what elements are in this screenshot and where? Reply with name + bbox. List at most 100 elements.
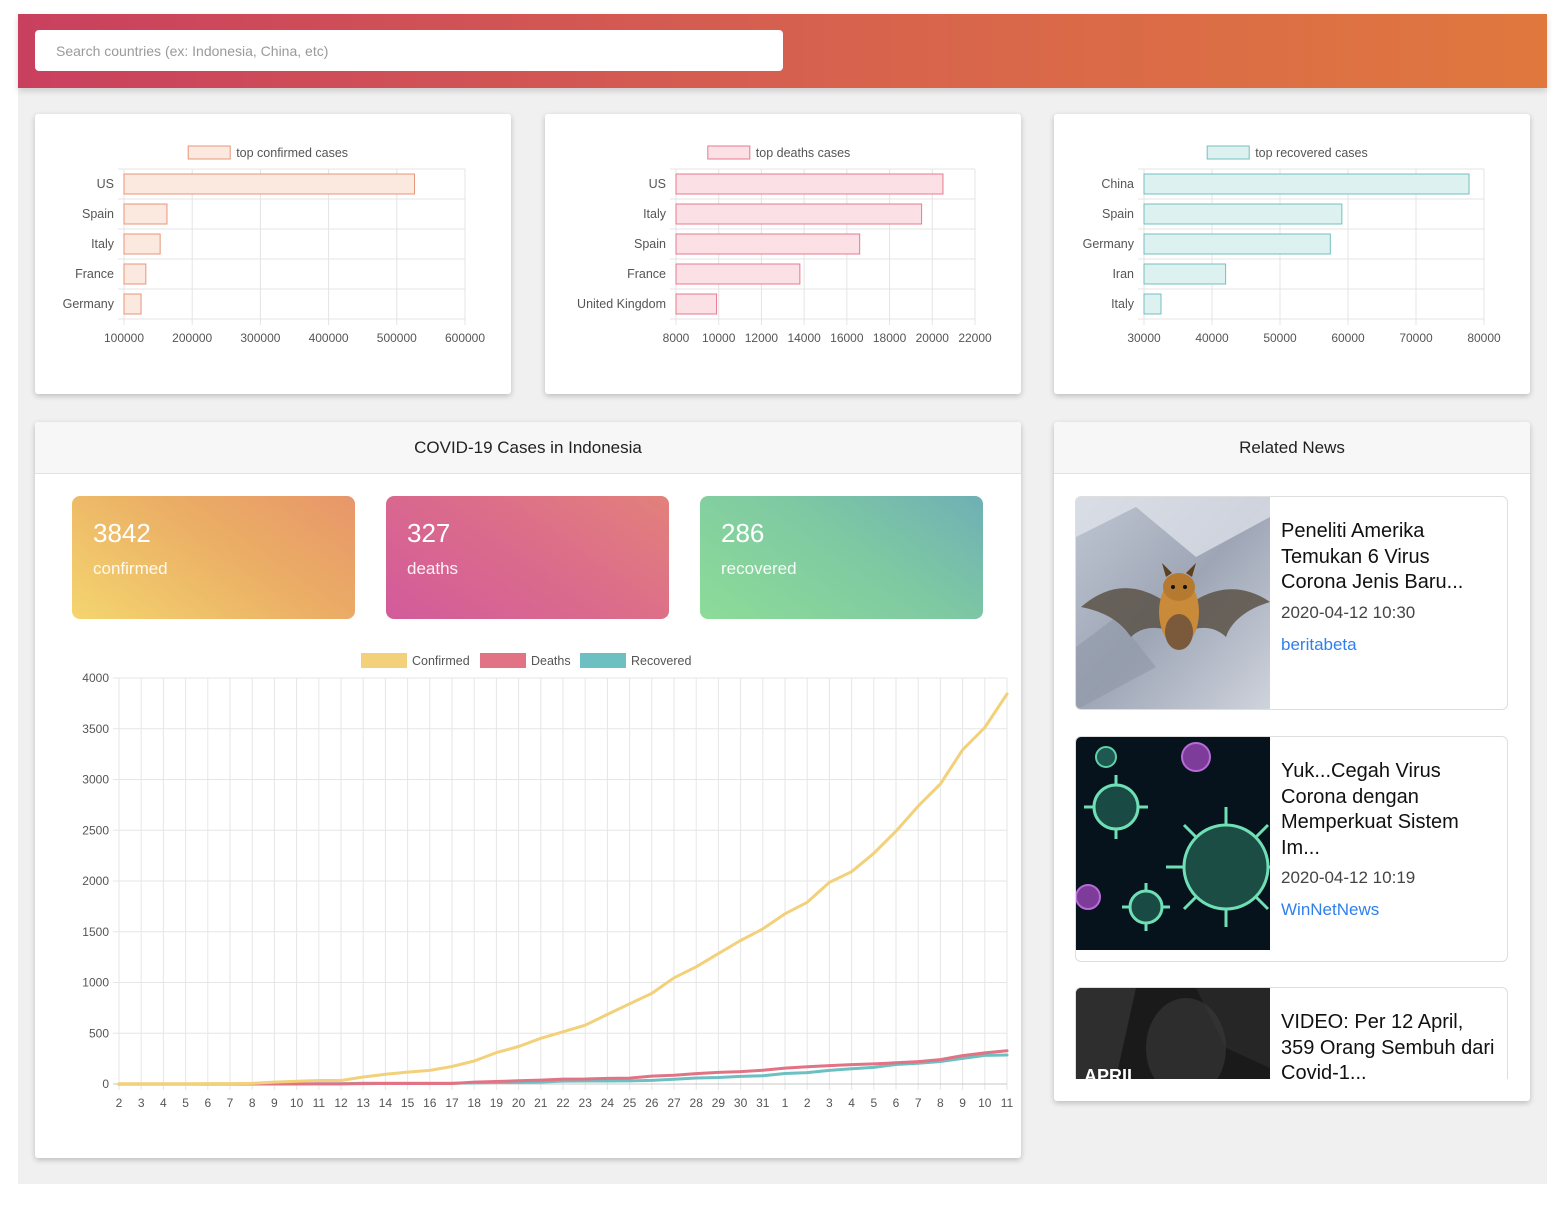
x-tick-label: 12: [334, 1096, 348, 1110]
x-tick-label: 18000: [873, 331, 907, 345]
bar: [675, 293, 718, 315]
news-item[interactable]: Yuk...Cegah Virus Corona dengan Memperku…: [1075, 736, 1508, 962]
x-tick-label: 3: [138, 1096, 145, 1110]
bar: [1143, 203, 1343, 225]
category-label: Germany: [1083, 237, 1135, 251]
legend-swatch: [187, 145, 231, 160]
search-input[interactable]: [35, 30, 783, 71]
x-tick-label: 29: [712, 1096, 726, 1110]
news-item[interactable]: Peneliti Amerika Temukan 6 Virus Corona …: [1075, 496, 1508, 710]
deaths-stat-card: 327 deaths: [386, 496, 669, 619]
x-tick-label: 40000: [1195, 331, 1229, 345]
x-tick-label: 16000: [830, 331, 864, 345]
app-background: top confirmed cases100000200000300000400…: [18, 14, 1547, 1184]
bar: [123, 293, 142, 315]
category-label: Spain: [1102, 207, 1134, 221]
news-source-link[interactable]: beritabeta: [1281, 635, 1357, 654]
legend-swatch: [361, 653, 407, 668]
legend-label: top deaths cases: [756, 146, 851, 160]
top-recovered-chart-card: top recovered cases 30000 40000 50000 60000 7…: [1054, 114, 1530, 394]
y-tick-label: 1000: [82, 976, 109, 990]
category-label: China: [1101, 177, 1134, 191]
recovered-label: recovered: [721, 559, 797, 578]
category-label: US: [649, 177, 666, 191]
x-tick-label: 3: [826, 1096, 833, 1110]
news-item[interactable]: APRIL VIDEO: Per 12 April, 359 Orang Sem…: [1075, 987, 1508, 1079]
y-tick-label: 2500: [82, 823, 109, 837]
x-tick-label: 2: [804, 1096, 811, 1110]
x-tick-label: 15: [401, 1096, 415, 1110]
y-tick-label: 2000: [82, 874, 109, 888]
top-recovered-bar-chart: top recovered cases 30000 40000 50000 60000 7…: [1083, 145, 1501, 345]
series-line-confirmed: [117, 692, 1009, 1086]
x-tick-label: 80000: [1467, 331, 1501, 345]
x-tick-label: 20: [512, 1096, 526, 1110]
x-tick-label: 24: [601, 1096, 615, 1110]
x-tick-label: 14000: [787, 331, 821, 345]
x-tick-label: 4: [160, 1096, 167, 1110]
legend-swatch: [480, 653, 526, 668]
x-tick-label: 5: [870, 1096, 877, 1110]
news-title[interactable]: VIDEO: Per 12 April, 359 Orang Sembuh da…: [1281, 1011, 1495, 1079]
x-tick-label: 60000: [1331, 331, 1365, 345]
x-tick-label: 70000: [1399, 331, 1433, 345]
category-label: Italy: [1111, 297, 1135, 311]
x-tick-label: 500000: [377, 331, 417, 345]
category-label: Spain: [82, 207, 114, 221]
x-tick-label: 11: [1001, 1096, 1014, 1110]
x-tick-label: 11: [313, 1096, 326, 1110]
x-tick-label: 1: [782, 1096, 789, 1110]
video-still: APRIL: [1076, 988, 1270, 1079]
news-title[interactable]: Yuk...Cegah Virus Corona dengan Memperku…: [1281, 760, 1459, 859]
virus-illustration: [1076, 737, 1270, 950]
x-tick-label: 100000: [104, 331, 144, 345]
related-news-title: Related News: [1054, 422, 1530, 474]
legend-label: Deaths: [531, 654, 571, 668]
bar: [1143, 173, 1470, 195]
legend-swatch: [1206, 145, 1250, 160]
news-title[interactable]: Peneliti Amerika Temukan 6 Virus Corona …: [1281, 520, 1464, 593]
x-tick-label: 13: [357, 1096, 371, 1110]
x-tick-label: 10: [978, 1096, 992, 1110]
bar: [123, 203, 168, 225]
x-tick-label: 12000: [745, 331, 779, 345]
bar: [1143, 293, 1162, 315]
x-tick-label: 6: [893, 1096, 900, 1110]
y-tick-label: 500: [89, 1026, 109, 1040]
x-tick-label: 18: [468, 1096, 482, 1110]
x-tick-label: 21: [534, 1096, 548, 1110]
bar: [123, 233, 161, 255]
bar: [1143, 263, 1227, 285]
x-tick-label: 14: [379, 1096, 393, 1110]
confirmed-stat-card: 3842 confirmed: [72, 496, 355, 619]
x-tick-label: 25: [623, 1096, 637, 1110]
x-tick-label: 8000: [663, 331, 690, 345]
category-label: United Kingdom: [577, 297, 666, 311]
x-tick-label: 50000: [1263, 331, 1297, 345]
bar: [675, 173, 944, 195]
news-date: 2020-04-12 10:30: [1281, 603, 1416, 622]
related-news-card: Related News: [1054, 422, 1530, 1101]
legend-swatch: [707, 145, 751, 160]
bar: [123, 263, 147, 285]
category-label: France: [627, 267, 666, 281]
x-tick-label: 2: [116, 1096, 123, 1110]
y-tick-label: 3000: [82, 773, 109, 787]
bar: [1143, 233, 1331, 255]
x-tick-label: 4: [848, 1096, 855, 1110]
x-tick-label: 31: [756, 1096, 770, 1110]
category-label: Italy: [91, 237, 115, 251]
top-deaths-chart-card: top deaths cases 8000 10000 12000 14000 16000…: [545, 114, 1021, 394]
y-tick-label: 1500: [82, 925, 109, 939]
x-tick-label: 6: [204, 1096, 211, 1110]
video-still-text: APRIL: [1084, 1066, 1138, 1079]
news-source-link[interactable]: WinNetNews: [1281, 900, 1380, 919]
legend-label: Confirmed: [412, 654, 470, 668]
x-tick-label: 9: [959, 1096, 966, 1110]
x-tick-label: 10000: [702, 331, 736, 345]
bat-photo: [1076, 497, 1270, 709]
x-tick-label: 16: [423, 1096, 437, 1110]
bar: [675, 263, 801, 285]
news-list[interactable]: Peneliti Amerika Temukan 6 Virus Corona …: [1054, 474, 1530, 1079]
recovered-stat-card: 286 recovered: [700, 496, 983, 619]
